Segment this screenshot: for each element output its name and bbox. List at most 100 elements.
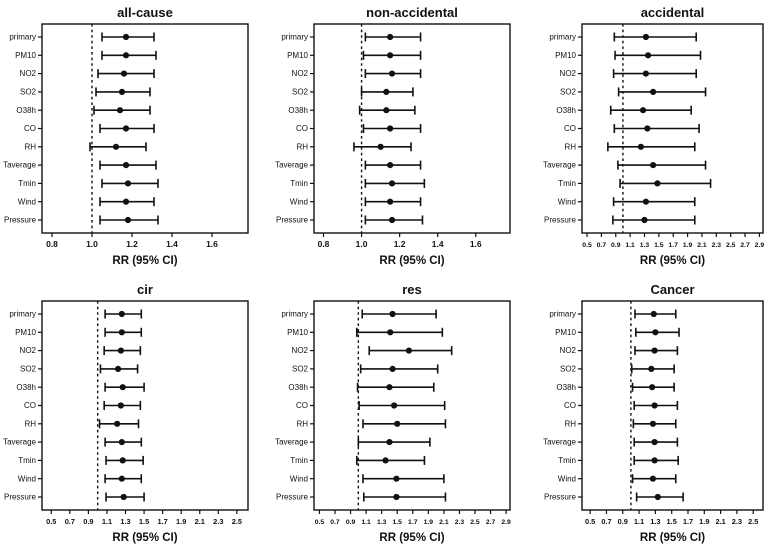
svg-text:Taverage: Taverage [543, 438, 576, 447]
svg-text:1.4: 1.4 [432, 239, 444, 249]
x-axis-label: RR (95% CI) [639, 532, 706, 544]
svg-text:Tmin: Tmin [558, 456, 576, 465]
svg-text:PM10: PM10 [287, 328, 308, 337]
svg-text:O38h: O38h [288, 383, 308, 392]
svg-text:1.3: 1.3 [640, 242, 650, 249]
svg-text:Wind: Wind [18, 474, 36, 483]
svg-text:0.5: 0.5 [46, 517, 56, 526]
svg-text:Pressure: Pressure [544, 216, 577, 225]
svg-text:NO2: NO2 [20, 69, 37, 78]
svg-text:Pressure: Pressure [4, 493, 37, 502]
svg-text:RH: RH [296, 142, 308, 151]
svg-text:1.7: 1.7 [408, 519, 418, 526]
panel-title: res [402, 282, 422, 297]
svg-text:1.2: 1.2 [394, 239, 406, 249]
svg-text:1.0: 1.0 [86, 239, 98, 249]
svg-text:1.7: 1.7 [668, 242, 678, 249]
svg-text:1.4: 1.4 [166, 239, 178, 249]
svg-text:0.5: 0.5 [315, 519, 325, 526]
forest-plot-svg: primary PM10 NO2 SO2 O38h CO RH Taverage Tmin Win… [3, 23, 249, 249]
svg-text:1.6: 1.6 [206, 239, 218, 249]
svg-text:Pressure: Pressure [4, 216, 37, 225]
svg-text:0.5: 0.5 [585, 517, 595, 526]
svg-text:Wind: Wind [290, 474, 308, 483]
svg-text:1.1: 1.1 [102, 517, 112, 526]
forest-plot-svg: primary PM10 NO2 SO2 O38h CO RH Taverage Tmin Win… [275, 23, 511, 249]
svg-text:Wind: Wind [18, 197, 36, 206]
svg-text:2.9: 2.9 [501, 519, 511, 526]
svg-text:2.1: 2.1 [715, 517, 725, 526]
svg-text:Tmin: Tmin [18, 179, 36, 188]
svg-text:2.3: 2.3 [455, 519, 465, 526]
svg-text:primary: primary [9, 33, 36, 42]
svg-text:2.9: 2.9 [755, 242, 765, 249]
svg-text:primary: primary [549, 310, 576, 319]
forest-plot-svg: primary PM10 NO2 SO2 O38h CO RH Taverage Tmin Win… [543, 23, 765, 249]
panel-title: non-accidental [366, 5, 458, 20]
svg-text:1.7: 1.7 [683, 517, 693, 526]
svg-text:0.7: 0.7 [330, 519, 340, 526]
svg-text:NO2: NO2 [560, 69, 577, 78]
svg-text:2.3: 2.3 [732, 517, 742, 526]
svg-text:0.5: 0.5 [582, 242, 592, 249]
svg-text:1.9: 1.9 [424, 519, 434, 526]
svg-text:NO2: NO2 [560, 346, 577, 355]
svg-text:0.7: 0.7 [597, 242, 607, 249]
svg-text:2.5: 2.5 [470, 519, 480, 526]
svg-text:SO2: SO2 [20, 365, 37, 374]
panel-title: cir [137, 282, 153, 297]
svg-text:CO: CO [24, 401, 36, 410]
svg-text:1.9: 1.9 [176, 517, 186, 526]
x-axis-label: RR (95% CI) [112, 255, 178, 267]
svg-text:primary: primary [281, 33, 308, 42]
svg-text:SO2: SO2 [560, 88, 577, 97]
svg-text:PM10: PM10 [15, 51, 36, 60]
svg-text:2.1: 2.1 [697, 242, 707, 249]
svg-text:O38h: O38h [16, 383, 36, 392]
svg-text:Pressure: Pressure [276, 493, 309, 502]
svg-text:2.3: 2.3 [213, 517, 223, 526]
svg-text:Wind: Wind [290, 197, 308, 206]
svg-text:2.7: 2.7 [486, 519, 496, 526]
x-axis-label: RR (95% CI) [639, 255, 706, 267]
svg-text:1.2: 1.2 [126, 239, 138, 249]
svg-text:1.3: 1.3 [120, 517, 130, 526]
svg-text:1.6: 1.6 [470, 239, 482, 249]
svg-text:2.5: 2.5 [748, 517, 758, 526]
svg-text:PM10: PM10 [555, 51, 576, 60]
svg-text:Taverage: Taverage [275, 438, 308, 447]
panel-title: Cancer [650, 282, 695, 297]
svg-text:0.7: 0.7 [65, 517, 75, 526]
x-axis-label: RR (95% CI) [112, 532, 178, 544]
forest-plot-svg: primary PM10 NO2 SO2 O38h CO RH Taverage Tmin Win… [543, 300, 764, 526]
forest-plot-svg: primary PM10 NO2 SO2 O38h CO RH Taverage Tmin Win… [275, 300, 511, 526]
panel-non-accidental: non-accidental primary PM10 NO2 SO2 O38h CO RH… [259, 0, 518, 277]
svg-text:2.5: 2.5 [232, 517, 242, 526]
svg-text:PM10: PM10 [555, 328, 576, 337]
svg-text:primary: primary [549, 33, 576, 42]
panel-title: accidental [640, 5, 705, 20]
svg-text:RH: RH [24, 142, 36, 151]
svg-text:RH: RH [296, 419, 308, 428]
svg-text:0.8: 0.8 [318, 239, 330, 249]
svg-text:primary: primary [9, 310, 36, 319]
svg-text:0.9: 0.9 [83, 517, 93, 526]
svg-text:1.5: 1.5 [392, 519, 402, 526]
svg-text:SO2: SO2 [560, 365, 577, 374]
svg-text:2.1: 2.1 [439, 519, 449, 526]
svg-text:2.3: 2.3 [712, 242, 722, 249]
svg-text:2.5: 2.5 [726, 242, 736, 249]
x-axis-label: RR (95% CI) [379, 532, 445, 544]
svg-text:1.5: 1.5 [667, 517, 677, 526]
svg-text:1.1: 1.1 [361, 519, 371, 526]
svg-text:Pressure: Pressure [544, 493, 577, 502]
svg-text:0.9: 0.9 [346, 519, 356, 526]
svg-text:1.9: 1.9 [699, 517, 709, 526]
svg-text:Taverage: Taverage [3, 161, 36, 170]
svg-text:0.9: 0.9 [618, 517, 628, 526]
svg-text:Taverage: Taverage [3, 438, 36, 447]
svg-text:Tmin: Tmin [18, 456, 36, 465]
svg-text:Wind: Wind [558, 474, 576, 483]
svg-text:Wind: Wind [558, 197, 576, 206]
